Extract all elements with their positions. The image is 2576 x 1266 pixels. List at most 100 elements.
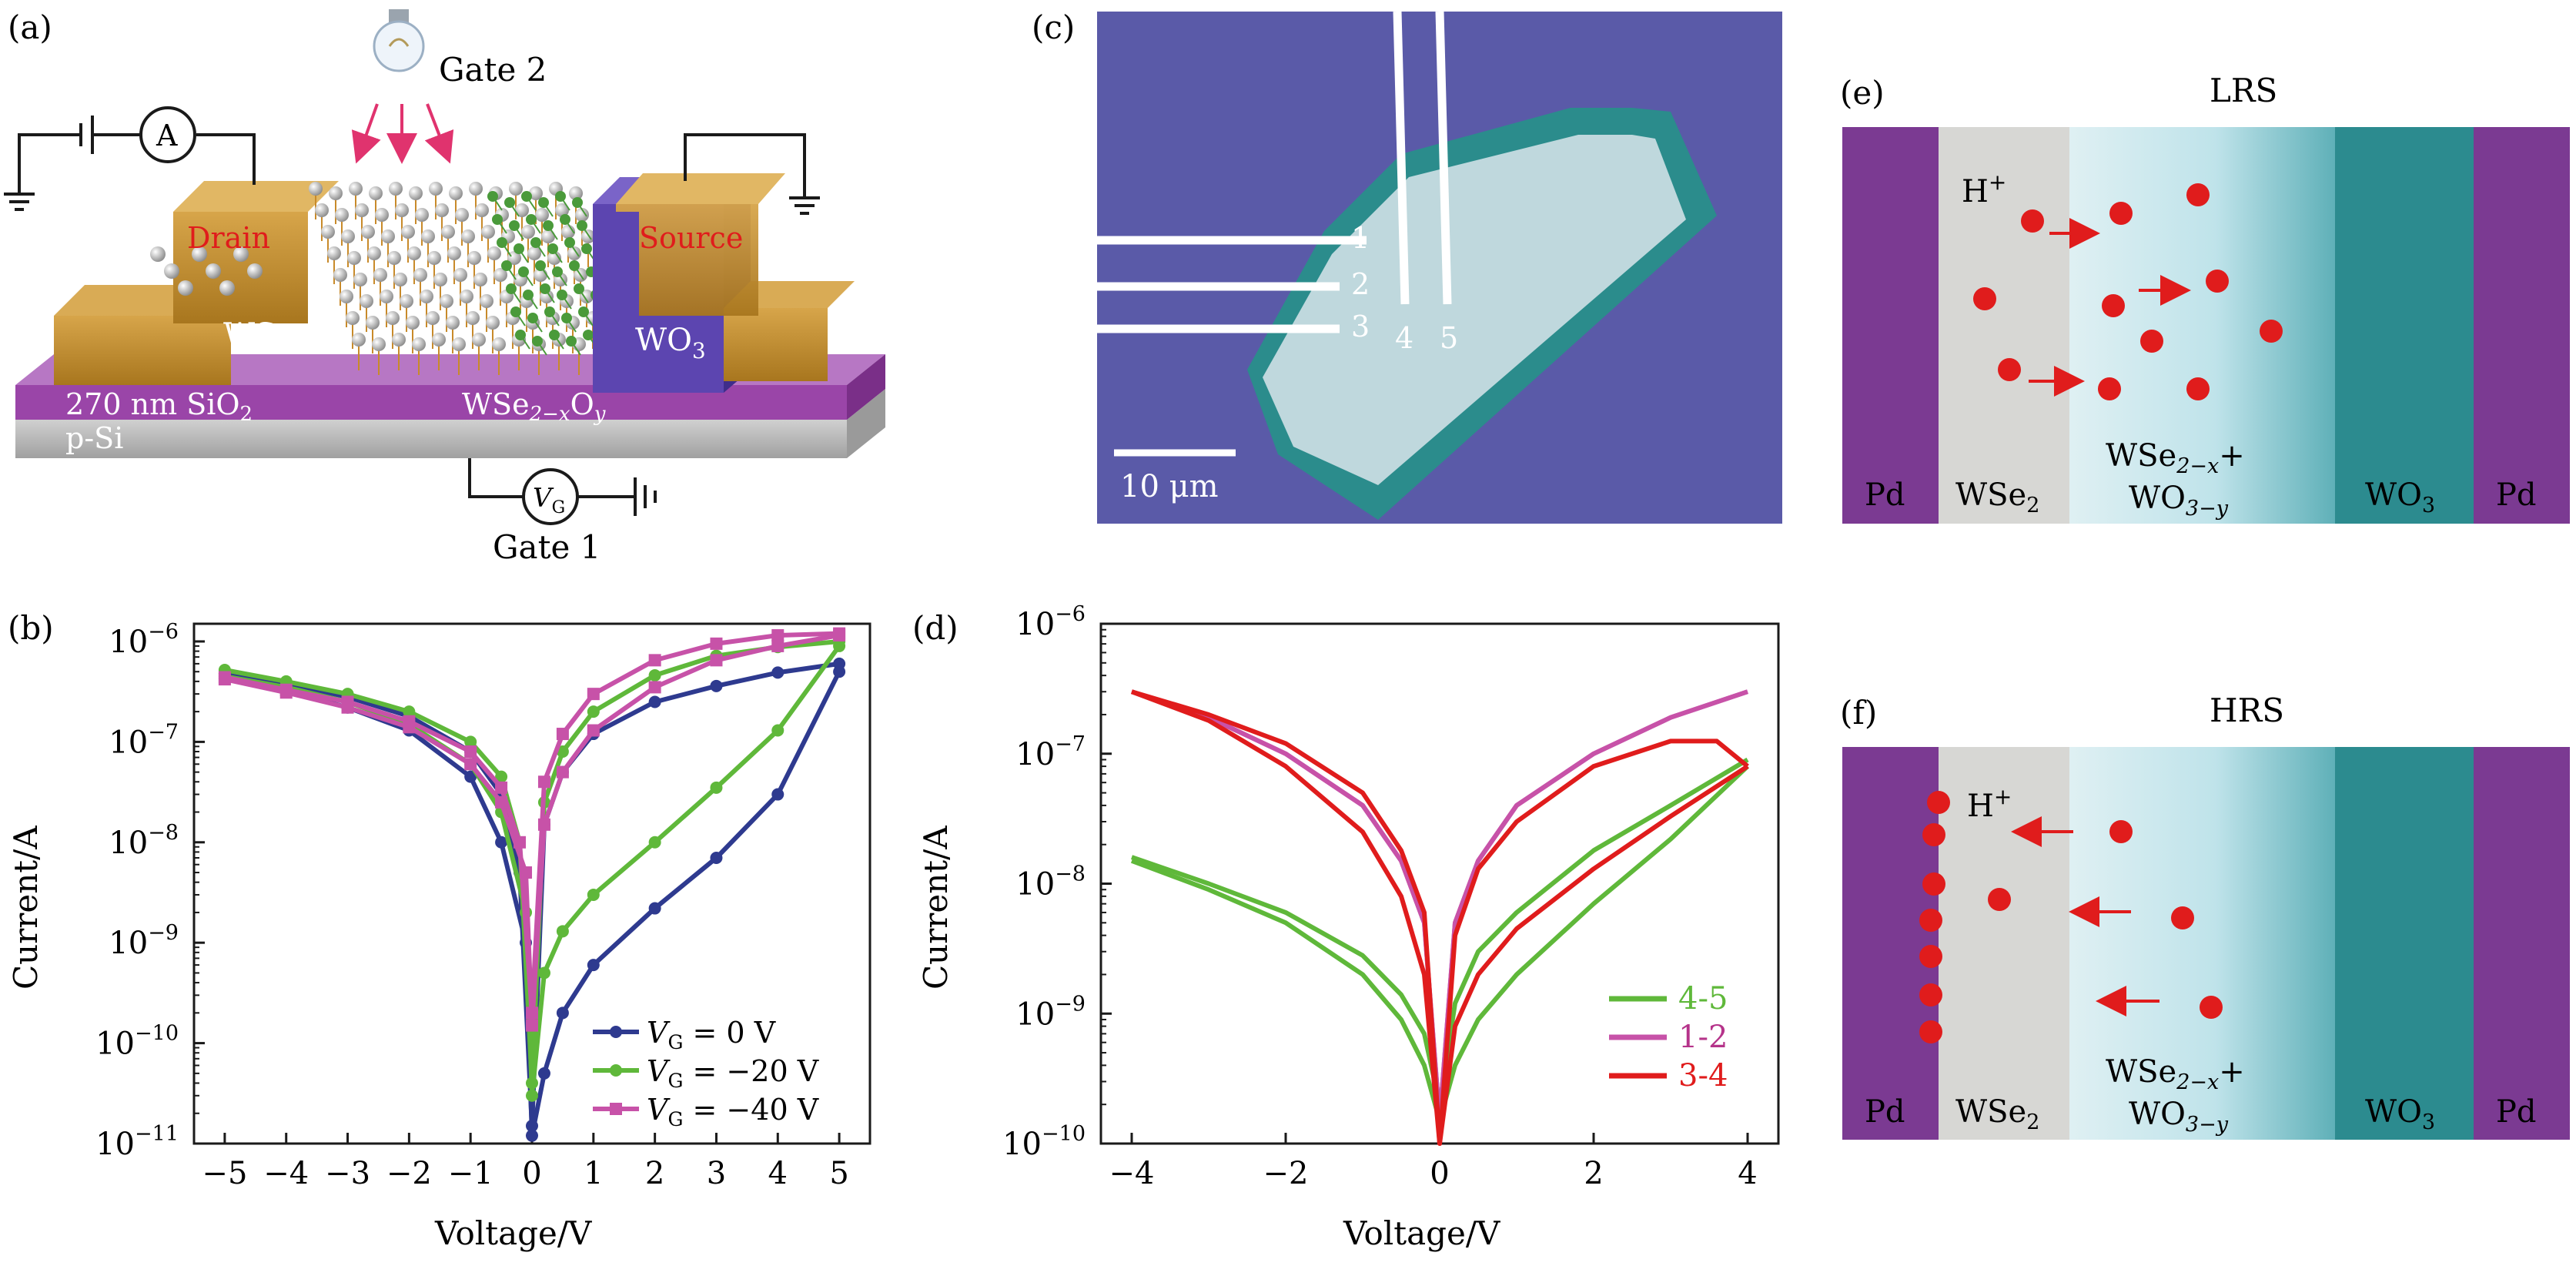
data-point <box>279 686 293 699</box>
x-tick-label: 5 <box>829 1156 848 1191</box>
series-1-2 <box>1131 689 1748 1124</box>
data-point <box>771 639 785 652</box>
p-si-front <box>15 420 847 458</box>
y-tick-label: 10−10 <box>95 1022 179 1062</box>
series-4-5 <box>1130 757 1750 1124</box>
x-tick-label: −1 <box>448 1156 493 1191</box>
data-point <box>833 665 846 678</box>
data-point <box>403 705 416 718</box>
data-point <box>710 679 723 692</box>
wse2-layer <box>1939 127 2069 524</box>
wo3-layer <box>2335 127 2474 524</box>
drain-block <box>173 212 308 323</box>
wse2-label: WSe2 <box>1955 1094 2039 1134</box>
x-tick-label: 4 <box>768 1156 788 1191</box>
wo3-layer-label: WO3 <box>2365 1094 2435 1134</box>
psi-label: p-Si <box>65 421 123 455</box>
series-line-lower <box>1130 764 1750 1124</box>
h-ion-label: H+ <box>1967 784 2012 824</box>
y-tick-label: 10−10 <box>1002 1122 1086 1162</box>
plot-d-ticks: −4 −2 0 2 4 10−10 10−9 10−8 10−7 10−6 <box>1002 602 1758 1191</box>
data-point <box>556 1006 569 1020</box>
drain-lower-pad <box>54 316 231 385</box>
data-point <box>587 888 600 901</box>
x-tick-label: 3 <box>707 1156 726 1191</box>
data-point <box>341 701 354 714</box>
series-line-upper <box>1131 689 1749 1146</box>
data-point <box>495 781 508 794</box>
x-axis-title-b: Voltage/V <box>434 1214 592 1252</box>
data-point <box>537 1067 550 1080</box>
data-point <box>771 629 785 642</box>
data-point <box>464 735 477 749</box>
panel-e-label: (e) <box>1840 74 1885 112</box>
pd-right-label: Pd <box>2496 1094 2537 1130</box>
data-point <box>520 866 533 879</box>
gate1-label: Gate 1 <box>493 528 601 566</box>
y-tick-label: 10−7 <box>109 720 179 760</box>
legend-d: 4-5 1-23-4 <box>1609 981 1728 1094</box>
panel-f: (f) HRS Pd WSe2 WSe2−x+ WO3−y WO3 Pd H+ <box>1840 692 2570 1140</box>
light-bulb-icon <box>373 9 425 72</box>
gate1-circuit <box>468 458 657 525</box>
y-tick-label: 10−6 <box>109 620 179 660</box>
data-point <box>587 688 600 701</box>
flake-interior <box>1263 135 1686 485</box>
data-point <box>537 818 550 831</box>
x-tick-label: 2 <box>1584 1156 1603 1191</box>
wse-label: WSe <box>223 317 294 353</box>
data-point <box>556 728 569 741</box>
data-point <box>771 788 785 801</box>
y-tick-label: 10−9 <box>1015 992 1086 1032</box>
wo3-front-face <box>593 212 639 393</box>
data-point <box>526 1089 538 1102</box>
data-point <box>556 765 569 779</box>
data-point <box>710 654 723 667</box>
wseo-label: WSe2−xOy <box>462 387 606 426</box>
source-label: Source <box>639 221 743 255</box>
data-point <box>464 770 477 783</box>
mix-label-line1: WSe2−x+ <box>2106 438 2245 478</box>
migration-arrows <box>2029 218 2191 397</box>
x-tick-label: 1 <box>584 1156 603 1191</box>
y-tick-label: 10−8 <box>1015 862 1086 903</box>
mixed-layer <box>2069 747 2335 1140</box>
data-point <box>495 770 508 783</box>
panel-b: (b) −5 −4 −3 −2 −1 0 1 2 3 4 5 10−11 10−10 10−9 10−8 10… <box>7 609 871 1252</box>
sio2-layer-side <box>847 354 885 420</box>
y-tick-label: 10−9 <box>109 921 179 961</box>
data-point <box>771 724 785 737</box>
plot-b-series <box>218 627 846 1142</box>
plot-b-ticks: −5 −4 −3 −2 −1 0 1 2 3 4 5 10−11 10−10 10−9 10−8 10−7 10… <box>95 620 849 1191</box>
pad-label-4: 4 <box>1395 321 1413 355</box>
data-point <box>648 836 661 849</box>
data-point <box>495 836 508 849</box>
legend-b-item-1: VG = −20 V <box>647 1054 819 1092</box>
x-tick-label: 0 <box>1430 1156 1449 1191</box>
sio2-label: 270 nm SiO2 <box>65 387 253 426</box>
sio2-layer-front <box>15 385 847 420</box>
p-si-side <box>847 389 885 458</box>
migration-arrows <box>2011 816 2159 1016</box>
pd-left-label: Pd <box>1865 1094 1905 1130</box>
series-line-lower <box>1130 689 1749 1146</box>
pd-right-layer <box>2474 747 2570 1140</box>
drain-block-top <box>173 181 339 212</box>
pad-label-3: 3 <box>1351 310 1370 343</box>
panel-b-label: (b) <box>8 609 54 647</box>
panel-c-label: (c) <box>1032 8 1075 46</box>
y-axis-title-d: Current/A <box>917 826 955 990</box>
x-tick-label: −2 <box>386 1156 432 1191</box>
data-point <box>833 629 846 642</box>
data-point <box>526 1019 538 1032</box>
source-block <box>616 204 758 316</box>
gate2-label: Gate 2 <box>439 51 547 89</box>
series-3-4 <box>1130 689 1749 1146</box>
panel-e: (e) LRS Pd WSe2 WSe2−x+ WO3−y WO3 Pd H+ <box>1840 72 2570 524</box>
electrodes <box>1097 11 1452 333</box>
plot-d-series <box>1130 689 1750 1146</box>
data-point <box>495 795 508 809</box>
data-point <box>710 851 723 864</box>
data-point <box>403 721 416 734</box>
pd-left-label: Pd <box>1865 477 1905 513</box>
